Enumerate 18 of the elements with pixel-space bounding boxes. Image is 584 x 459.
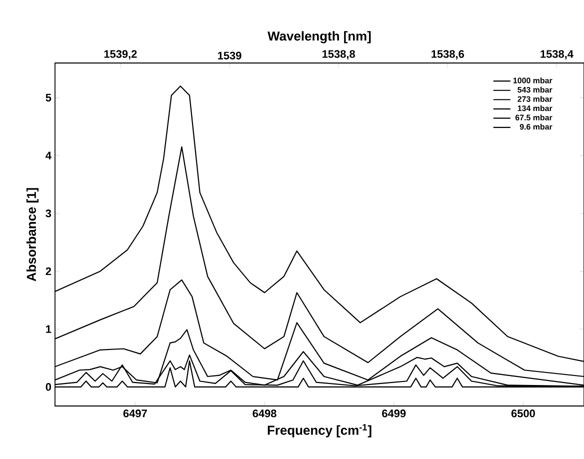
y-tick-label: 3	[46, 210, 52, 218]
x-tick-label: 6499	[382, 410, 406, 418]
y-tick-label: 4	[46, 152, 52, 160]
x2-tick-label: 1538,6	[432, 50, 464, 60]
x2-tick-label: 1538,4	[540, 50, 574, 60]
y-tick-label: 2	[46, 267, 52, 276]
x2-axis-title: Wavelength [nm]	[268, 31, 371, 44]
x-tick-label: 6500	[511, 410, 535, 418]
y-tick-label: 0	[46, 383, 52, 391]
x-tick-label: 6497	[123, 410, 147, 418]
x-tick-label: 6498	[252, 410, 276, 418]
y-tick-label: 1	[46, 325, 52, 333]
x-axis-title: Frequency [cm$^{-1}$]	[268, 424, 372, 438]
y-tick-label: 5	[46, 94, 52, 102]
x2-tick-label: 1539	[218, 52, 242, 60]
x2-tick-label: 1538,8	[322, 50, 355, 60]
y-axis-title: Absorbance [1]	[26, 188, 39, 282]
x2-tick-label: 1539,2	[104, 50, 137, 60]
